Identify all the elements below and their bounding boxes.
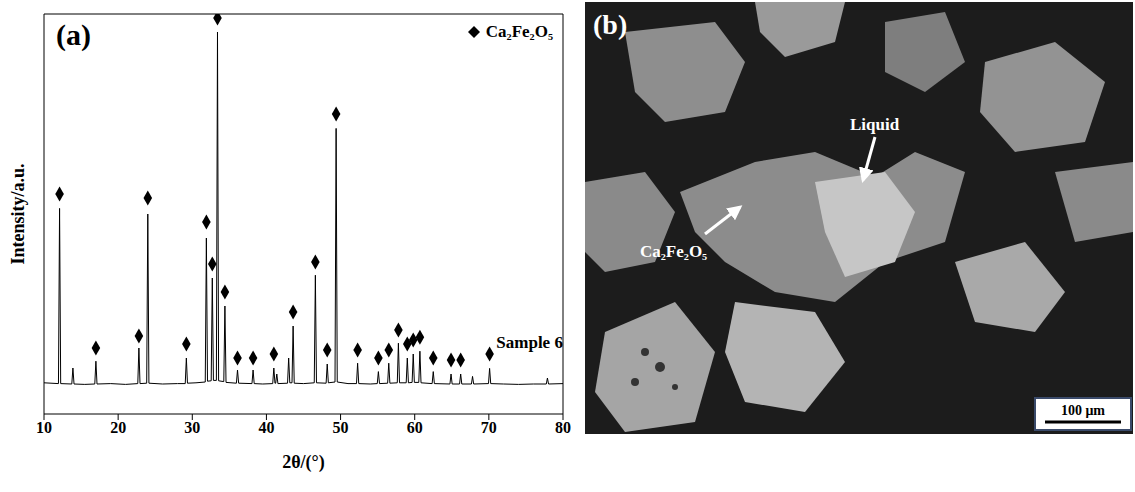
svg-text:10: 10 bbox=[36, 419, 52, 436]
svg-text:100 μm: 100 μm bbox=[1061, 403, 1105, 418]
svg-text:60: 60 bbox=[407, 419, 423, 436]
svg-text:80: 80 bbox=[555, 419, 571, 436]
svg-text:Ca₂Fe₂O₅: Ca₂Fe₂O₅ bbox=[640, 242, 707, 261]
svg-text:20: 20 bbox=[110, 419, 126, 436]
svg-text:30: 30 bbox=[184, 419, 200, 436]
svg-text:2θ/(°): 2θ/(°) bbox=[282, 452, 325, 473]
svg-text:50: 50 bbox=[333, 419, 349, 436]
svg-text:40: 40 bbox=[258, 419, 274, 436]
svg-text:Liquid: Liquid bbox=[850, 115, 900, 134]
svg-text:Sample 6: Sample 6 bbox=[496, 333, 563, 352]
html-text:Ca₂Fe₂O₅: Ca₂Fe₂O₅ bbox=[485, 22, 553, 41]
svg-text:Intensity/a.u.: Intensity/a.u. bbox=[8, 163, 28, 264]
html-text:(a): (a) bbox=[56, 18, 91, 51]
svg-text:(b): (b) bbox=[593, 9, 627, 40]
svg-text:70: 70 bbox=[481, 419, 497, 436]
